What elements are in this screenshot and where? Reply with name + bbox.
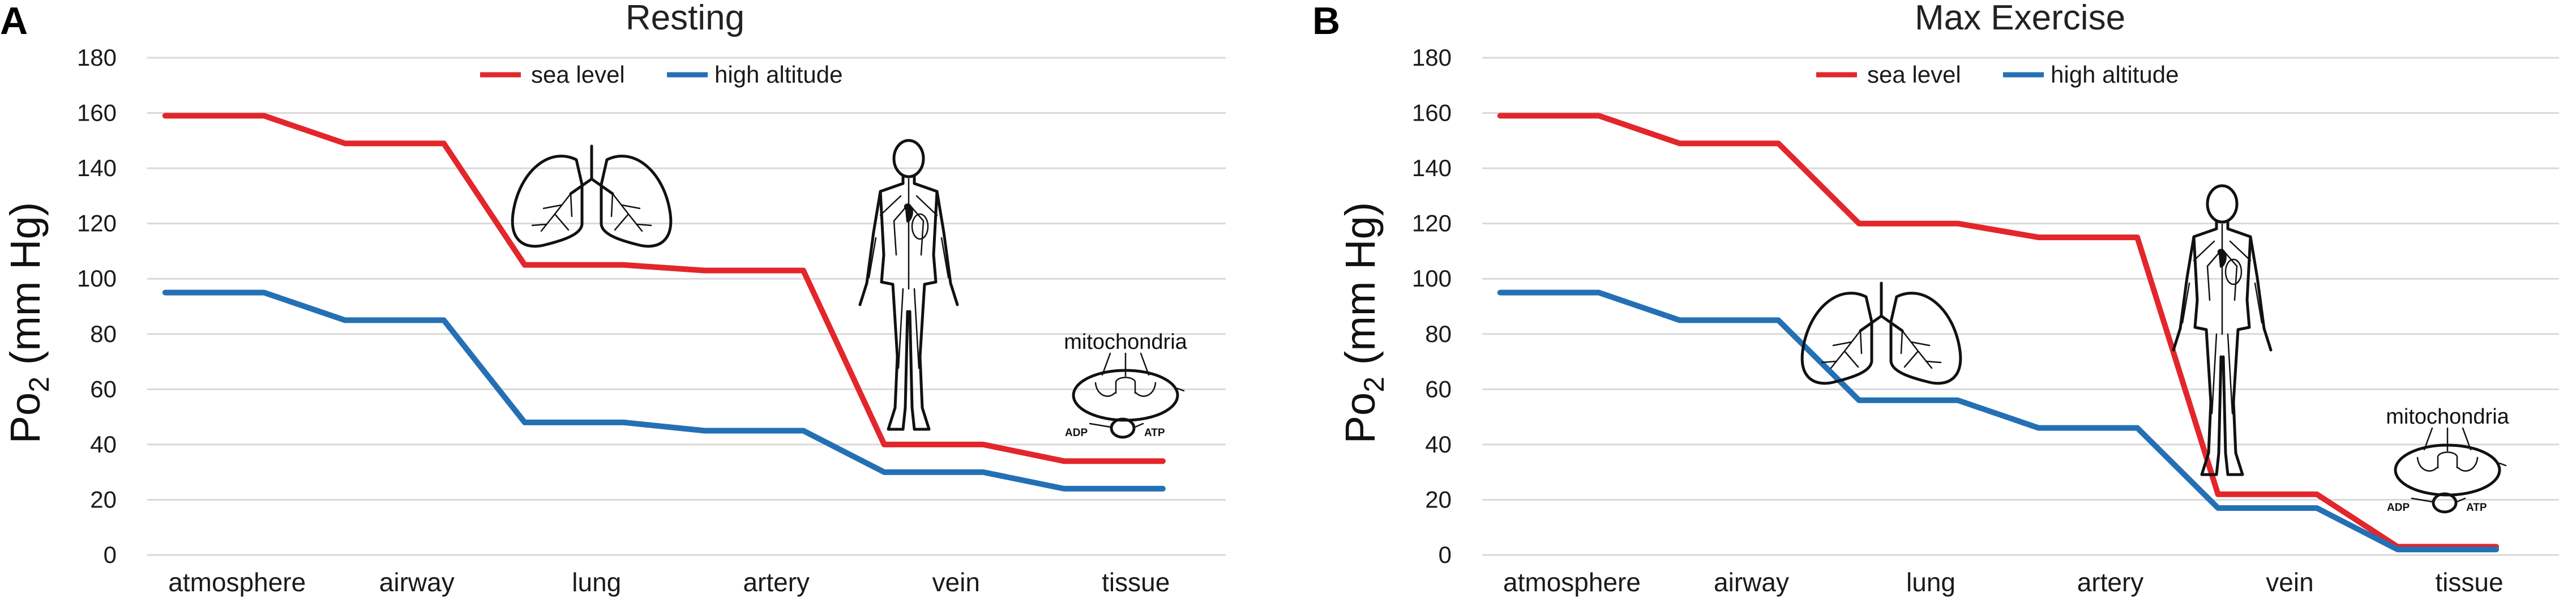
legend: sea level high altitude [1816, 61, 2179, 88]
adp-label: ADP [2387, 502, 2410, 514]
mitochondria-icon: mitochondria ADP ATP [1064, 330, 1187, 439]
atp-label: ATP [2466, 502, 2487, 514]
y-axis-label: Po2 (mm Hg) [2, 202, 55, 444]
series-line-high-altitude [1497, 289, 2500, 553]
legend-label-high-altitude: high altitude [2051, 61, 2179, 88]
atp-label: ATP [1144, 427, 1165, 439]
y-tick-label-100: 100 [77, 265, 117, 292]
y-tick-label-40: 40 [90, 431, 117, 458]
x-tick-label-vein: vein [932, 567, 980, 597]
mitochondria-icon: mitochondria ADP ATP [2386, 405, 2509, 514]
human-body-icon [2172, 184, 2273, 476]
y-tick-label-20: 20 [90, 486, 117, 513]
x-tick-label-atmosphere: atmosphere [1503, 567, 1641, 597]
x-tick-label-airway: airway [379, 567, 455, 597]
legend-label-high-altitude: high altitude [714, 61, 843, 88]
chart-title-resting: Resting [626, 0, 744, 37]
y-tick-label-0: 0 [1439, 541, 1452, 568]
x-tick-label-lung: lung [572, 567, 621, 597]
y-tick-label-0: 0 [104, 541, 117, 568]
x-tick-label-tissue: tissue [1102, 567, 1170, 597]
y-tick-label-40: 40 [1425, 431, 1452, 458]
x-tick-label-vein: vein [2266, 567, 2313, 597]
y-tick-label-180: 180 [77, 44, 117, 71]
y-tick-label-80: 80 [90, 321, 117, 347]
panel-a: A Resting Po2 (mm Hg) 0 20 40 60 80 100 120 140… [0, 0, 1226, 597]
legend-label-sea-level: sea level [1867, 61, 1961, 88]
y-tick-label-20: 20 [1425, 486, 1452, 513]
x-tick-label-artery: artery [743, 567, 810, 597]
chart-title-max-exercise: Max Exercise [1915, 0, 2125, 37]
y-axis-label: Po2 (mm Hg) [1337, 202, 1390, 444]
series-line-sea-level [1497, 113, 2500, 550]
x-tick-label-atmosphere: atmosphere [168, 567, 306, 597]
y-tick-label-120: 120 [77, 210, 117, 237]
panel-b: B Max Exercise Po2 (mm Hg) 0 20 40 60 80 100 1… [1312, 0, 2559, 597]
series-line-high-altitude [162, 289, 1166, 492]
x-tick-label-artery: artery [2077, 567, 2144, 597]
y-tick-label-60: 60 [90, 375, 117, 402]
human-body-icon [858, 139, 959, 431]
y-tick-label-60: 60 [1425, 375, 1452, 402]
panel-letter-a: A [0, 0, 28, 42]
legend: sea level high altitude [480, 61, 843, 88]
y-tick-label-160: 160 [77, 100, 117, 126]
mitochondria-label: mitochondria [1064, 330, 1187, 354]
x-tick-label-airway: airway [1714, 567, 1789, 597]
y-tick-label-120: 120 [1412, 210, 1452, 237]
y-tick-label-160: 160 [1412, 100, 1452, 126]
legend-label-sea-level: sea level [531, 61, 625, 88]
lungs-icon [511, 144, 673, 248]
y-tick-label-180: 180 [1412, 44, 1452, 71]
y-tick-label-80: 80 [1425, 321, 1452, 347]
mitochondria-label: mitochondria [2386, 405, 2509, 429]
x-tick-label-tissue: tissue [2435, 567, 2503, 597]
y-tick-label-100: 100 [1412, 265, 1452, 292]
y-tick-label-140: 140 [77, 155, 117, 181]
panel-letter-b: B [1312, 0, 1340, 42]
x-tick-label-lung: lung [1906, 567, 1955, 597]
lungs-icon [1800, 281, 1962, 385]
series-line-sea-level [162, 113, 1166, 464]
y-tick-label-140: 140 [1412, 155, 1452, 181]
adp-label: ADP [1065, 427, 1088, 439]
